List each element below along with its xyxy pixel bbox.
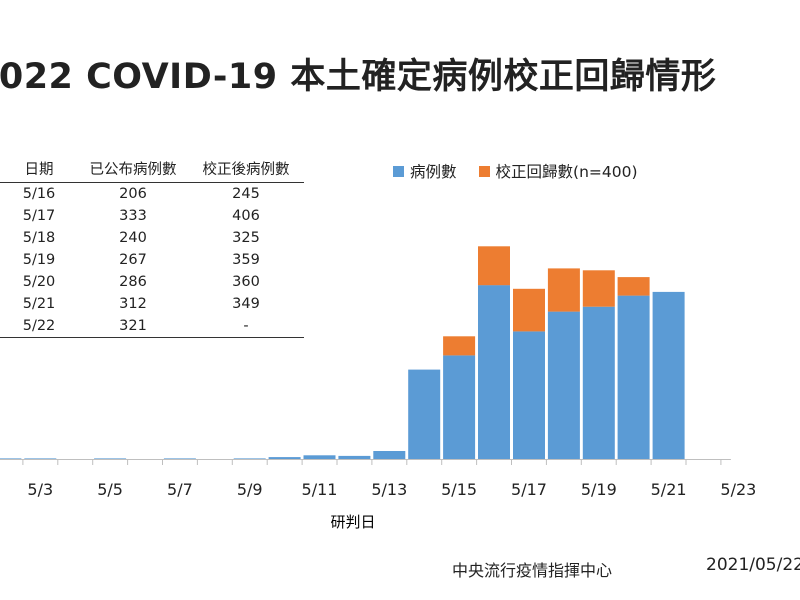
cell-corrected: 406 [232, 208, 260, 224]
cell-announced: 312 [119, 296, 147, 312]
cell-announced: 286 [119, 274, 147, 290]
footer-date: 2021/05/22 [706, 555, 800, 575]
bar-cases-5-13 [373, 451, 406, 459]
col-header-corrected: 校正後病例數 [188, 158, 304, 183]
bar-cases-5-18 [547, 311, 580, 459]
data-table: 日期 已公布病例數 校正後病例數 5/16 206 245 5/17 333 4… [0, 158, 304, 338]
cell-corrected: 360 [232, 274, 260, 290]
x-axis-ticks [22, 459, 722, 465]
col-header-announced: 已公布病例數 [78, 158, 188, 183]
cell-corrected: 325 [232, 230, 260, 246]
x-tick-label: 5/15 [441, 480, 477, 499]
bar-cases-5-19 [582, 306, 615, 459]
cell-announced: 240 [119, 230, 147, 246]
cell-announced: 333 [119, 208, 147, 224]
x-axis-title: 研判日 [330, 513, 375, 531]
legend-item-backfill: 校正回歸數(n=400) [478, 160, 638, 182]
table-row: 5/18 240 325 [0, 227, 304, 249]
col-header-date: 日期 [0, 158, 78, 183]
table-header-row: 日期 已公布病例數 校正後病例數 [0, 158, 304, 183]
table-row: 5/17 333 406 [0, 205, 304, 227]
bar-cases-5-14 [408, 369, 441, 459]
cell-announced: 267 [119, 252, 147, 268]
chart-legend: 病例數 校正回歸數(n=400) [393, 160, 660, 182]
table-row: 5/22 321 - [0, 315, 304, 338]
bar-cases-5-20 [617, 295, 650, 459]
bar-group [0, 246, 685, 460]
case-table: 日期 已公布病例數 校正後病例數 5/16 206 245 5/17 333 4… [0, 158, 304, 338]
legend-label-cases: 病例數 [410, 163, 457, 181]
table-row: 5/20 286 360 [0, 271, 304, 293]
cell-date: 5/20 [22, 274, 56, 290]
legend-swatch-backfill [478, 165, 490, 177]
bar-backfill-5-20 [617, 277, 650, 296]
x-tick-label: 5/9 [237, 480, 263, 499]
cell-corrected: - [188, 315, 304, 338]
bar-cases-5-11 [303, 455, 336, 459]
cell-date: 5/16 [22, 186, 56, 202]
x-tick-label: 5/19 [581, 480, 617, 499]
legend-swatch-cases [393, 165, 404, 177]
cell-date: 5/18 [22, 230, 56, 246]
bar-cases-5-17 [513, 331, 545, 460]
bar-backfill-5-16 [478, 246, 510, 286]
bar-cases-5-15 [443, 355, 476, 459]
table-row: 5/21 312 349 [0, 293, 304, 315]
x-tick-label: 5/5 [97, 480, 123, 499]
x-tick-label: 5/11 [302, 480, 338, 499]
x-tick-label: 5/17 [511, 480, 547, 499]
legend-item-cases: 病例數 [393, 160, 457, 182]
x-tick-label: 5/7 [167, 480, 193, 499]
x-tick-label: 5/23 [720, 480, 756, 499]
bar-backfill-5-18 [547, 268, 580, 312]
page-title: 2022 COVID-19 本土確定病例校正回歸情形 [0, 57, 717, 97]
x-tick-label: 5/21 [651, 480, 687, 499]
x-tick-label: 5/13 [371, 480, 407, 499]
legend-label-backfill: 校正回歸數(n=400) [495, 163, 638, 181]
bar-backfill-5-19 [582, 270, 615, 307]
footer-org: 中央流行疫情指揮中心 [452, 561, 613, 580]
bar-backfill-5-15 [443, 336, 476, 356]
table-row: 5/19 267 359 [0, 249, 304, 271]
bar-backfill-5-17 [513, 288, 545, 332]
cell-date: 5/22 [0, 315, 78, 338]
cell-announced: 206 [119, 186, 147, 202]
cell-corrected: 349 [232, 296, 260, 312]
cell-date: 5/17 [22, 208, 56, 224]
bar-cases-5-10 [268, 457, 301, 459]
cell-date: 5/19 [22, 252, 56, 268]
bar-cases-5-16 [478, 285, 510, 459]
bar-cases-5-12 [338, 455, 371, 459]
x-axis-tick-labels: 5/3 5/5 5/7 5/9 5/11 5/13 5/15 5/17 5/19 5/21 5/23 [27, 480, 756, 499]
cell-date: 5/21 [22, 296, 56, 312]
x-tick-label: 5/3 [27, 480, 53, 499]
cell-announced: 321 [78, 315, 188, 338]
cell-corrected: 359 [232, 252, 260, 268]
bar-cases-5-21 [652, 291, 685, 459]
cell-corrected: 245 [232, 186, 260, 202]
table-row: 5/16 206 245 [0, 183, 304, 206]
